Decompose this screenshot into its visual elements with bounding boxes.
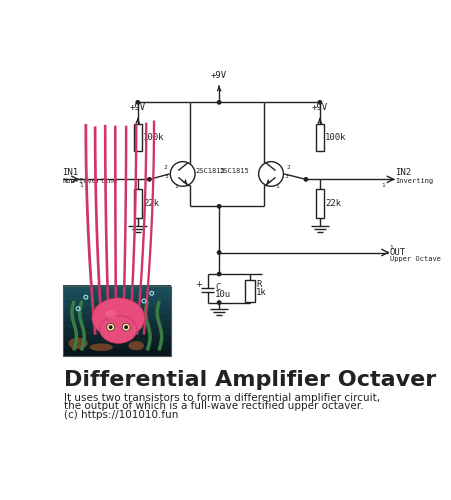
Bar	[63, 300, 171, 307]
Ellipse shape	[100, 316, 137, 344]
Text: 1: 1	[175, 184, 179, 189]
Text: 2: 2	[286, 166, 290, 170]
Text: OUT: OUT	[390, 248, 406, 257]
Circle shape	[124, 326, 128, 329]
Text: +: +	[196, 280, 202, 289]
Text: 100k: 100k	[143, 133, 165, 142]
Text: Inverting: Inverting	[395, 178, 433, 184]
Bar	[63, 314, 171, 321]
Text: 1k: 1k	[256, 288, 267, 297]
Text: 3: 3	[285, 174, 289, 179]
Bar	[63, 285, 171, 292]
Circle shape	[147, 178, 151, 181]
Bar	[63, 328, 171, 335]
Text: +9V: +9V	[130, 103, 146, 112]
Text: Non-Inverting: Non-Inverting	[63, 178, 118, 184]
Circle shape	[259, 162, 283, 186]
Circle shape	[217, 251, 221, 254]
Text: 22k: 22k	[143, 199, 159, 208]
Bar	[63, 286, 171, 356]
Ellipse shape	[129, 341, 144, 350]
Circle shape	[217, 301, 221, 304]
Text: 2: 2	[164, 166, 167, 170]
Text: 1: 1	[381, 183, 385, 188]
Text: (c) https://101010.fun: (c) https://101010.fun	[64, 410, 179, 420]
Bar	[134, 124, 142, 151]
Text: 1: 1	[80, 183, 83, 188]
Circle shape	[109, 326, 113, 329]
Bar	[63, 292, 171, 300]
Bar	[63, 306, 171, 314]
Text: +9V: +9V	[312, 103, 328, 112]
Bar	[134, 190, 142, 218]
Text: 100k: 100k	[325, 133, 347, 142]
Text: It uses two transistors to form a differential amplifier circuit,: It uses two transistors to form a differ…	[64, 392, 380, 402]
Ellipse shape	[92, 298, 145, 338]
Text: +9V: +9V	[211, 71, 227, 80]
Circle shape	[136, 100, 139, 104]
Ellipse shape	[105, 310, 116, 318]
Bar	[316, 124, 324, 151]
Text: C: C	[215, 284, 221, 292]
Circle shape	[122, 324, 130, 331]
Text: R: R	[256, 280, 262, 289]
Bar	[245, 280, 255, 302]
Text: 2SC1815: 2SC1815	[196, 168, 226, 174]
Text: Differential Amplifier Octaver: Differential Amplifier Octaver	[64, 370, 437, 390]
Ellipse shape	[69, 338, 88, 349]
Text: 1: 1	[276, 184, 279, 189]
Text: 3: 3	[165, 174, 169, 179]
Circle shape	[107, 324, 115, 331]
Text: 2SC1815: 2SC1815	[220, 168, 250, 174]
Bar	[63, 286, 171, 356]
Bar	[63, 342, 171, 349]
Text: 10u: 10u	[215, 290, 231, 300]
Ellipse shape	[90, 344, 113, 351]
Circle shape	[318, 100, 322, 104]
Text: IN1: IN1	[63, 168, 79, 177]
Circle shape	[217, 204, 221, 208]
Circle shape	[217, 100, 221, 104]
Text: IN2: IN2	[395, 168, 411, 177]
Text: 22k: 22k	[325, 199, 341, 208]
Bar	[63, 349, 171, 356]
Text: the output of which is a full-wave rectified upper octaver.: the output of which is a full-wave recti…	[64, 401, 364, 411]
Text: 1: 1	[390, 244, 393, 250]
Bar	[63, 335, 171, 342]
Circle shape	[170, 162, 195, 186]
Bar	[316, 190, 324, 218]
Text: Upper Octave: Upper Octave	[390, 256, 441, 262]
Circle shape	[217, 272, 221, 276]
Bar	[63, 320, 171, 328]
Circle shape	[304, 178, 308, 181]
